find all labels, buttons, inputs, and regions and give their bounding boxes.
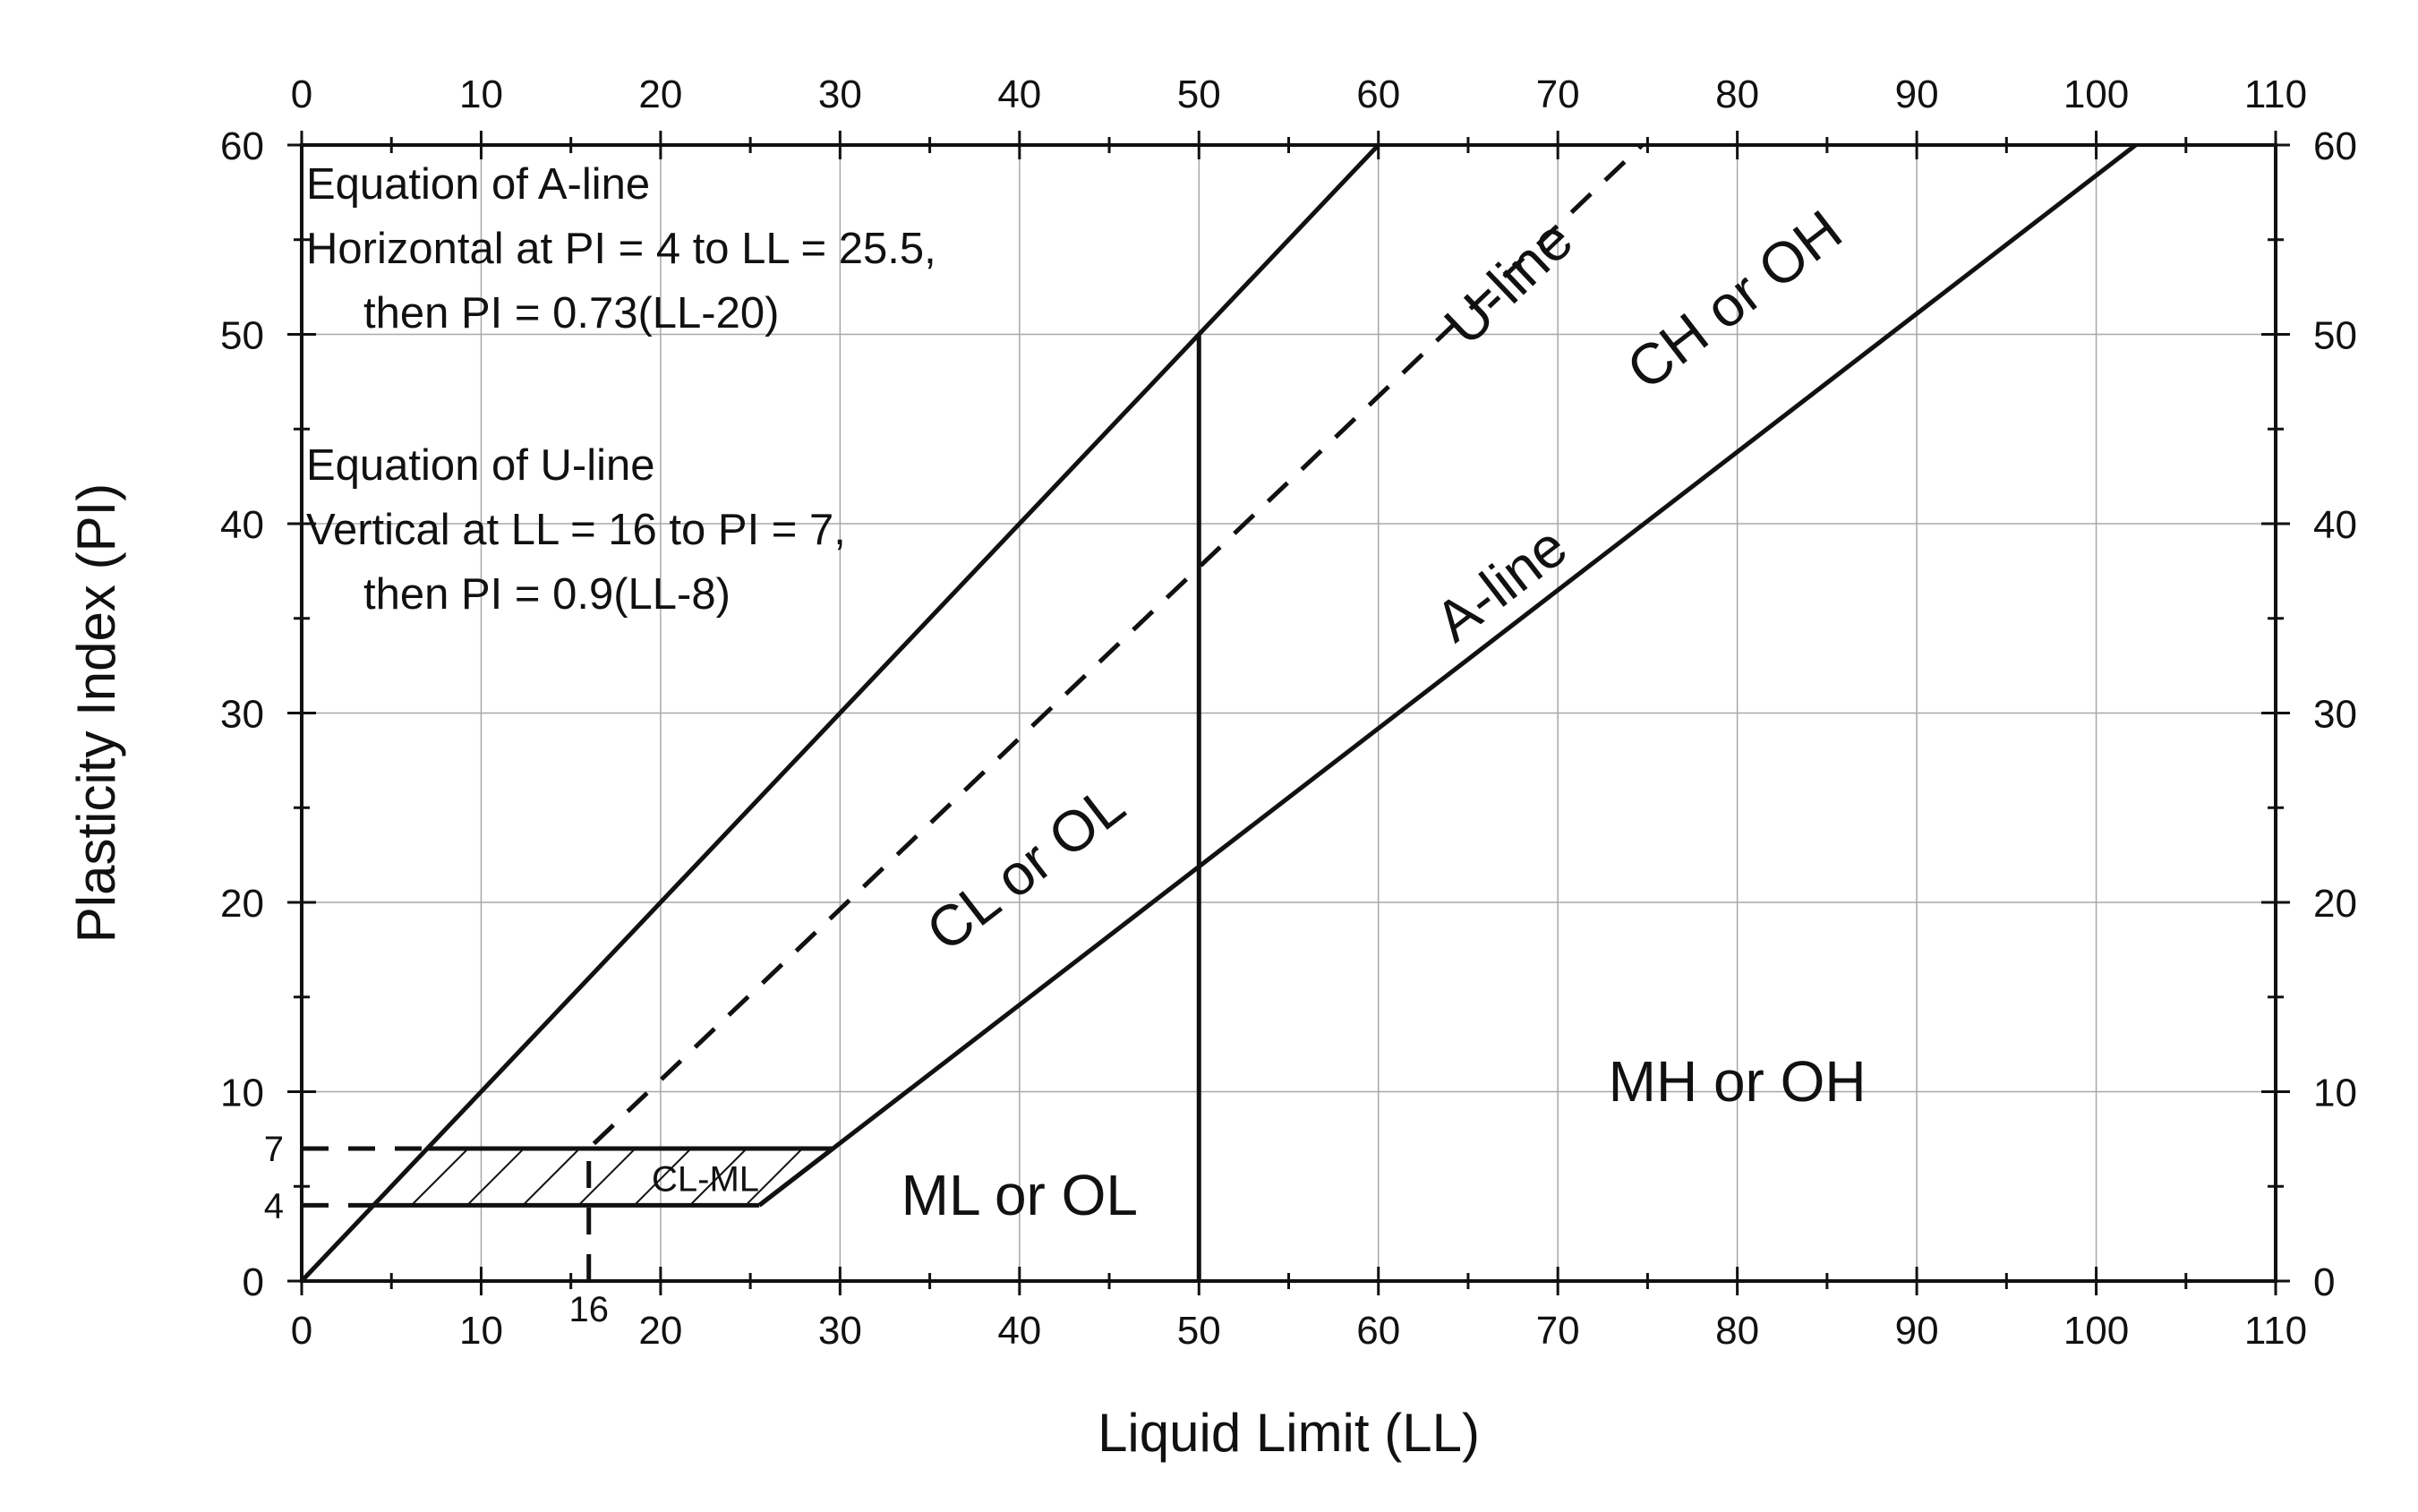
- x-tick-label-bottom-40: 40: [997, 1309, 1041, 1353]
- special-y-label-7: 7: [264, 1130, 284, 1169]
- cl-ml-right-edge: [757, 1146, 834, 1208]
- hatched-region-label: CL-ML: [652, 1160, 759, 1200]
- y-tick-label-right-30: 30: [2313, 693, 2357, 737]
- y-tick-label-right-0: 0: [2313, 1260, 2335, 1304]
- x-tick-label-top-110: 110: [2244, 73, 2307, 116]
- y-tick-label-right-40: 40: [2313, 503, 2357, 547]
- x-axis-title: Liquid Limit (LL): [1098, 1403, 1480, 1463]
- special-x-label-16: 16: [568, 1290, 609, 1329]
- x-tick-label-bottom-110: 110: [2244, 1309, 2307, 1353]
- annotation-line: Equation of A-line: [306, 160, 650, 209]
- y-tick-label-right-10: 10: [2313, 1072, 2357, 1115]
- hatched-region-layer: [373, 1148, 833, 1206]
- x-tick-label-top-10: 10: [459, 73, 503, 116]
- x-tick-label-top-60: 60: [1356, 73, 1400, 116]
- x-tick-label-bottom-60: 60: [1356, 1309, 1400, 1353]
- region-label-ch-or-oh: CH or OH: [1615, 198, 1853, 402]
- y-tick-label-left-60: 60: [220, 124, 264, 168]
- region-label-mh-or-oh: MH or OH: [1609, 1049, 1867, 1114]
- special-y-label-4: 4: [264, 1186, 284, 1226]
- region-label-ml-or-ol: ML or OL: [901, 1163, 1138, 1227]
- x-tick-label-bottom-0: 0: [291, 1309, 312, 1353]
- x-tick-label-top-50: 50: [1177, 73, 1221, 116]
- x-tick-label-bottom-20: 20: [638, 1309, 682, 1353]
- hatched-region-cl-ml: [373, 1148, 833, 1206]
- x-tick-label-bottom-80: 80: [1715, 1309, 1759, 1353]
- annotation-a-line-equation: Equation of A-line Horizontal at PI = 4 t…: [306, 160, 936, 337]
- y-tick-label-left-50: 50: [220, 314, 264, 358]
- y-tick-label-left-40: 40: [220, 503, 264, 547]
- labels: 0010102020303040405050606070708080909010…: [66, 73, 2357, 1463]
- y-tick-label-right-60: 60: [2313, 124, 2357, 168]
- x-tick-label-top-20: 20: [638, 73, 682, 116]
- annotation-line: Horizontal at PI = 4 to LL = 25.5,: [306, 225, 936, 273]
- annotation-line: then PI = 0.9(LL-8): [363, 570, 731, 619]
- x-tick-label-top-80: 80: [1715, 73, 1759, 116]
- y-axis-title: Plasticity Index (PI): [66, 483, 126, 944]
- x-tick-label-bottom-10: 10: [459, 1309, 503, 1353]
- series-layer: [300, 143, 2138, 1283]
- region-label-cl-or-ol: CL or OL: [915, 772, 1137, 963]
- annotation-line: Vertical at LL = 16 to PI = 7,: [306, 506, 846, 554]
- x-tick-label-bottom-30: 30: [818, 1309, 862, 1353]
- x-tick-label-top-70: 70: [1536, 73, 1580, 116]
- ticks: [287, 131, 2290, 1295]
- x-tick-label-bottom-50: 50: [1177, 1309, 1221, 1353]
- x-tick-label-top-90: 90: [1895, 73, 1939, 116]
- annotation-line: Equation of U-line: [306, 441, 655, 490]
- y-tick-label-left-30: 30: [220, 693, 264, 737]
- y-tick-label-left-20: 20: [220, 882, 264, 926]
- annotation-line: then PI = 0.73(LL-20): [363, 289, 779, 337]
- series-line-a-line: [757, 143, 2138, 1208]
- y-tick-label-left-10: 10: [220, 1072, 264, 1115]
- x-tick-label-bottom-90: 90: [1895, 1309, 1939, 1353]
- x-tick-label-bottom-100: 100: [2063, 1309, 2129, 1353]
- x-tick-label-top-30: 30: [818, 73, 862, 116]
- x-tick-label-top-0: 0: [291, 73, 312, 116]
- x-tick-label-top-40: 40: [997, 73, 1041, 116]
- y-tick-label-right-20: 20: [2313, 882, 2357, 926]
- y-tick-label-right-50: 50: [2313, 314, 2357, 358]
- y-tick-label-left-0: 0: [243, 1260, 264, 1304]
- annotation-u-line-equation: Equation of U-line Vertical at LL = 16 to…: [306, 441, 846, 619]
- x-tick-label-bottom-70: 70: [1536, 1309, 1580, 1353]
- x-tick-label-top-100: 100: [2063, 73, 2129, 116]
